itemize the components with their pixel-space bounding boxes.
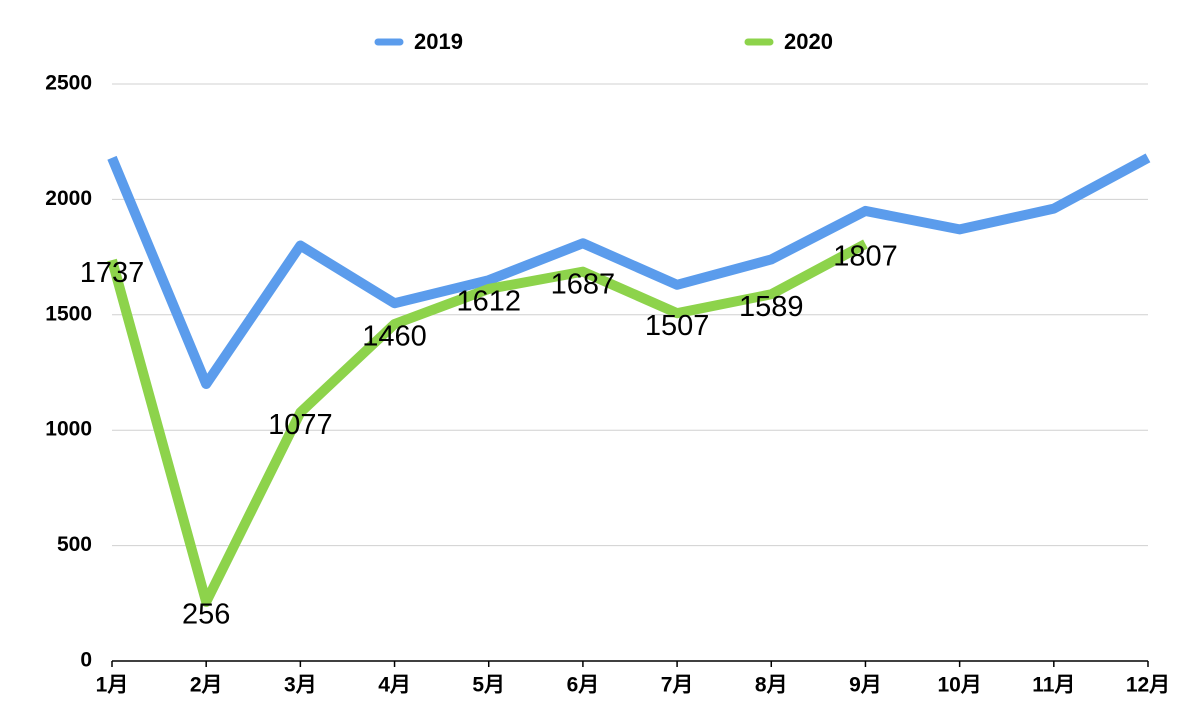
x-tick-label: 6月 xyxy=(567,674,600,697)
data-label: 1460 xyxy=(362,321,427,353)
legend-label: 2019 xyxy=(414,29,463,54)
x-tick-label: 1月 xyxy=(96,674,129,697)
x-tick-label: 4月 xyxy=(378,674,411,697)
x-tick-label: 9月 xyxy=(849,674,882,697)
data-label: 1807 xyxy=(833,241,898,273)
data-label: 1077 xyxy=(268,409,333,441)
data-label: 1687 xyxy=(551,268,616,300)
legend-label: 2020 xyxy=(784,29,833,54)
x-tick-label: 10月 xyxy=(937,674,981,697)
data-label: 1507 xyxy=(645,310,710,342)
series-line xyxy=(107,239,868,607)
x-tick-label: 11月 xyxy=(1032,674,1075,697)
y-tick-label: 1500 xyxy=(45,302,92,325)
x-tick-label: 2月 xyxy=(190,674,223,697)
x-tick-label: 7月 xyxy=(661,674,694,697)
x-tick-label: 12月 xyxy=(1126,674,1170,697)
y-tick-label: 500 xyxy=(57,533,92,556)
data-label: 256 xyxy=(182,599,230,631)
x-tick-label: 5月 xyxy=(472,674,505,697)
series-line xyxy=(107,153,1151,390)
data-label: 1612 xyxy=(456,286,521,318)
x-tick-label: 3月 xyxy=(284,674,317,697)
data-label: 1589 xyxy=(739,291,804,323)
y-tick-label: 2000 xyxy=(45,187,92,210)
x-tick-label: 8月 xyxy=(755,674,788,697)
data-label: 1737 xyxy=(80,257,145,289)
y-tick-label: 0 xyxy=(80,649,92,672)
y-tick-label: 2500 xyxy=(45,72,92,95)
y-tick-label: 1000 xyxy=(45,418,92,441)
